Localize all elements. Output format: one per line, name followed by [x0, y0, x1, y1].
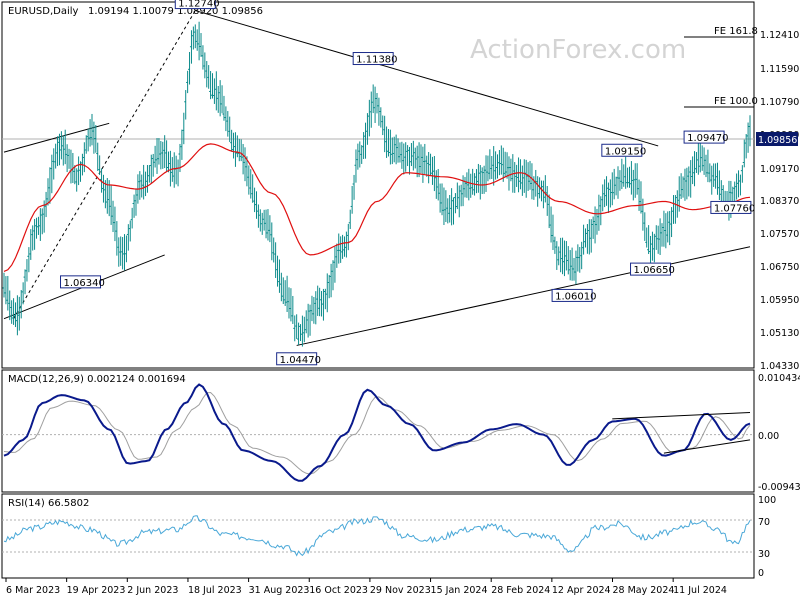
price-tick: 1.07570 — [760, 229, 799, 240]
swing-label-box — [174, 0, 216, 10]
price-tick: 1.06750 — [760, 262, 799, 273]
macd-tick-top: 0.010434 — [758, 373, 800, 384]
rsi-tick-0: 0 — [758, 568, 764, 579]
swing-label: 1.09470 — [687, 133, 728, 144]
price-tick: 1.08370 — [760, 196, 799, 207]
macd-label: MACD(12,26,9) 0.002124 0.001694 — [8, 374, 186, 385]
macd-lines — [2, 383, 754, 482]
rsi-tick-100: 100 — [758, 495, 776, 506]
ma-line — [3, 143, 751, 272]
date-axis: 6 Mar 2023 19 Apr 2023 2 Jun 2023 18 Jul 20… — [5, 578, 727, 596]
trendline — [296, 246, 751, 346]
macd-tick-bottom: -0.009436 — [758, 482, 800, 493]
rsi-line — [2, 515, 754, 557]
swing-label-box — [352, 52, 394, 66]
watermark: ActionForex.com — [470, 35, 686, 65]
date-label: 15 Jan 2024 — [431, 585, 488, 596]
swing-label-box — [710, 200, 752, 214]
swing-label: 1.04470 — [280, 355, 321, 366]
date-label: 2 Jun 2023 — [127, 585, 178, 596]
current-price-label: 1.09856 — [758, 135, 797, 146]
swing-label: 1.06340 — [64, 278, 105, 289]
swing-label: 1.06010 — [555, 291, 596, 302]
rsi-panel-frame — [1, 493, 755, 579]
swing-label: 1.11380 — [356, 55, 397, 66]
date-label: 18 Jul 2023 — [188, 585, 242, 596]
price-tick: 1.09170 — [760, 164, 799, 175]
chart-symbol: EURUSD,Daily — [8, 6, 79, 17]
swing-label-box — [60, 275, 102, 289]
macd-main-line — [3, 383, 751, 482]
date-label: 28 May 2024 — [613, 585, 675, 596]
date-label: 16 Oct 2023 — [309, 585, 368, 596]
swing-label-box — [630, 262, 672, 276]
price-tick: 1.04330 — [760, 361, 799, 372]
fib-161-label: FE 161.8 — [714, 26, 758, 37]
swing-label: 1.07760 — [714, 203, 755, 214]
rsi-label: RSI(14) 66.5802 — [8, 498, 89, 509]
swing-label: 1.12740 — [178, 0, 219, 10]
swing-labels: 1.12740 1.11380 1.06340 1.04470 1.06010 1.091… — [60, 0, 755, 366]
macd-trendline — [612, 411, 751, 420]
moving-average — [3, 143, 751, 272]
date-label: 12 Apr 2024 — [552, 585, 611, 596]
macd-trendline — [663, 439, 751, 454]
price-axis: 1.12410 1.11590 1.10790 1.09980 1.09170 … — [760, 30, 799, 372]
swing-label-box — [683, 130, 725, 144]
chart-ohlc: 1.09194 1.10079 1.08920 1.09856 — [88, 6, 263, 17]
date-label: 29 Nov 2023 — [370, 585, 431, 596]
macd-panel-frame — [1, 369, 755, 493]
macd-tick-zero: 0.00 — [758, 431, 779, 442]
price-tick: 1.05130 — [760, 328, 799, 339]
current-price-box — [756, 132, 798, 146]
date-label: 11 Jul 2024 — [673, 585, 727, 596]
rsi-tick-30: 30 — [758, 549, 770, 560]
swing-label-box — [276, 352, 318, 366]
swing-label: 1.09150 — [605, 146, 646, 157]
price-tick: 1.10790 — [760, 97, 799, 108]
date-label: 31 Aug 2023 — [249, 585, 310, 596]
price-tick: 1.12410 — [760, 30, 799, 41]
price-tick: 1.11590 — [760, 64, 799, 75]
rsi-tick-70: 70 — [758, 517, 770, 528]
rsi-path — [3, 515, 751, 557]
trendline — [195, 10, 659, 147]
swing-label: 1.06650 — [634, 265, 675, 276]
date-label: 6 Mar 2023 — [6, 585, 60, 596]
date-label: 19 Apr 2023 — [67, 585, 126, 596]
fib-100-label: FE 100.0 — [714, 96, 758, 107]
swing-label-box — [601, 143, 643, 157]
price-tick: 1.05950 — [760, 295, 799, 306]
date-label: 28 Feb 2024 — [491, 585, 550, 596]
swing-label-box — [551, 288, 593, 302]
